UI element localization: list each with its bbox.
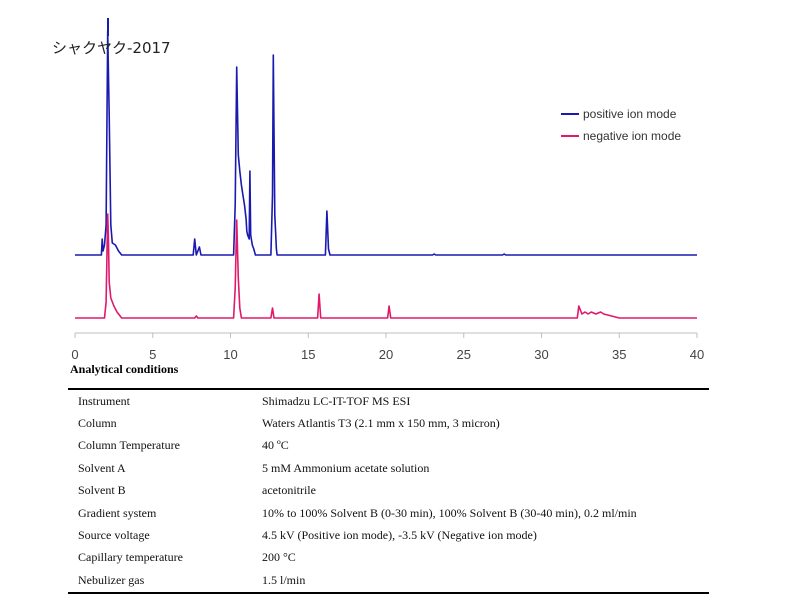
table-row: Solvent B acetonitrile xyxy=(68,480,709,502)
condition-value: 40 ºC xyxy=(262,438,289,453)
condition-value: 4.5 kV (Positive ion mode), -3.5 kV (Neg… xyxy=(262,528,537,543)
x-tick-label: 30 xyxy=(534,347,548,360)
condition-label: Solvent A xyxy=(78,460,126,475)
legend-label-negative: negative ion mode xyxy=(583,129,681,143)
table-row: Solvent A 5 mM Ammonium acetate solution xyxy=(68,457,709,479)
condition-value: 10% to 100% Solvent B (0-30 min), 100% S… xyxy=(262,505,637,520)
condition-label: Solvent B xyxy=(78,483,126,498)
condition-label: Nebulizer gas xyxy=(78,572,145,587)
condition-label: Gradient system xyxy=(78,505,157,520)
x-tick-label: 40 xyxy=(690,347,704,360)
chromatogram-traces xyxy=(75,30,697,319)
legend: positive ion mode negative ion mode xyxy=(561,107,681,143)
table-row: Instrument Shimadzu LC-IT-TOF MS ESI xyxy=(68,389,709,412)
series-negative-line xyxy=(75,213,697,319)
table-row: Capillary temperature 200 °C xyxy=(68,547,709,569)
conditions-table: Instrument Shimadzu LC-IT-TOF MS ESI Colum… xyxy=(68,388,709,594)
x-axis-ticks: 0 5 10 15 20 25 30 35 40 xyxy=(71,333,704,360)
condition-label: Instrument xyxy=(78,393,130,408)
table-row: Column Waters Atlantis T3 (2.1 mm x 150 m… xyxy=(68,412,709,434)
x-tick-label: 25 xyxy=(457,347,471,360)
table-row: Source voltage 4.5 kV (Positive ion mode)… xyxy=(68,524,709,546)
table-row: Column Temperature 40 ºC xyxy=(68,435,709,457)
table-row: Gradient system 10% to 100% Solvent B (0-… xyxy=(68,502,709,524)
condition-value: acetonitrile xyxy=(262,483,316,498)
condition-label: Source voltage xyxy=(78,528,150,543)
condition-label: Column xyxy=(78,416,117,431)
table-row: Nebulizer gas 1.5 l/min xyxy=(68,569,709,592)
condition-value: 1.5 l/min xyxy=(262,572,306,587)
condition-label: Capillary temperature xyxy=(78,550,183,565)
condition-value: 200 °C xyxy=(262,550,296,565)
x-tick-label: 5 xyxy=(149,347,156,360)
x-tick-label: 35 xyxy=(612,347,626,360)
x-tick-label: 0 xyxy=(71,347,78,360)
condition-value: Shimadzu LC-IT-TOF MS ESI xyxy=(262,393,411,408)
series-positive-line xyxy=(75,30,697,256)
condition-value: Waters Atlantis T3 (2.1 mm x 150 mm, 3 m… xyxy=(262,416,500,431)
conditions-heading: Analytical conditions xyxy=(70,362,179,376)
chromatogram-chart: 0 5 10 15 20 25 30 35 40 positive ion mode negat… xyxy=(71,18,704,360)
x-tick-label: 10 xyxy=(223,347,237,360)
legend-label-positive: positive ion mode xyxy=(583,107,677,121)
condition-value: 5 mM Ammonium acetate solution xyxy=(262,460,430,475)
chart-title: シャクヤク-2017 xyxy=(52,39,171,57)
condition-label: Column Temperature xyxy=(78,438,180,453)
x-tick-label: 20 xyxy=(379,347,393,360)
x-tick-label: 15 xyxy=(301,347,315,360)
